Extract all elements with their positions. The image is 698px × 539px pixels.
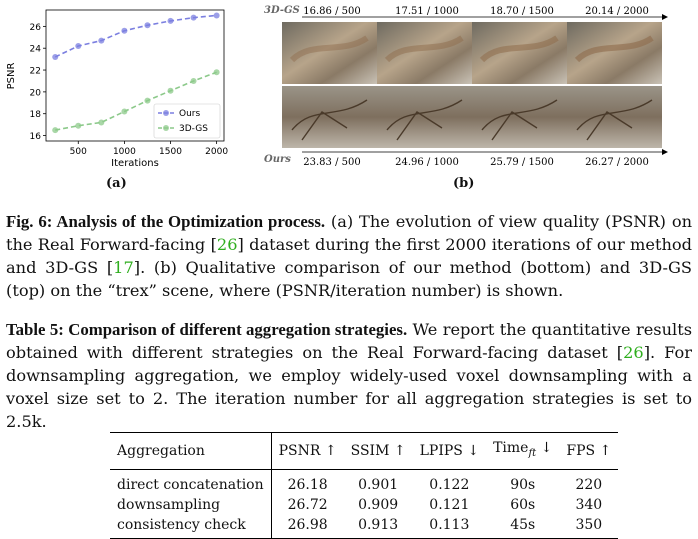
bottom-label-2000: 26.27 / 2000	[585, 157, 649, 168]
y-tick-label: 18	[30, 110, 42, 120]
cell-lpips: 0.121	[429, 496, 470, 513]
data-point-3dgs	[98, 119, 105, 126]
legend-entry-3dgs: 3D-GS	[179, 124, 208, 134]
table-row: direct concatenation 26.18 0.901 0.122 9…	[110, 469, 618, 495]
data-point-3dgs	[213, 69, 220, 76]
citation-ref[interactable]: 26	[623, 343, 644, 362]
data-point-ours	[52, 53, 59, 60]
legend-entry-ours: Ours	[179, 109, 200, 119]
y-axis-label: PSNR	[6, 63, 17, 90]
table-row: downsampling 26.72 0.909 0.121 60s 340	[110, 494, 618, 515]
table-row: consistency check 26.98 0.913 0.113 45s …	[110, 514, 619, 539]
figure-caption-label: Fig. 6: Analysis of the Optimization pro…	[6, 212, 326, 231]
cell-fps: 340	[575, 496, 603, 513]
header-psnr: PSNR ↑	[271, 432, 344, 470]
y-tick-label: 22	[30, 67, 41, 77]
table-caption-label: Table 5: Comparison of different aggrega…	[6, 320, 408, 339]
header-time: Timeft ↓	[486, 432, 560, 470]
cell-aggregation: consistency check	[110, 514, 272, 539]
data-point-3dgs	[190, 77, 197, 84]
aggregation-results-table: Aggregation PSNR ↑ SSIM ↑ LPIPS ↓ Timeft…	[110, 432, 619, 539]
cell-psnr: 26.98	[271, 514, 344, 539]
top-label-2000: 20.14 / 2000	[585, 6, 649, 17]
data-point-ours	[75, 43, 82, 50]
cell-ssim: 0.909	[358, 496, 399, 513]
table-caption-text-2: ]. For downsampling aggregation, we empl…	[6, 343, 692, 431]
data-point-3dgs	[167, 87, 174, 94]
data-point-3dgs	[52, 127, 59, 134]
data-point-ours	[144, 22, 151, 29]
data-point-ours	[213, 12, 220, 19]
top-row-images	[282, 22, 662, 84]
table-caption: Table 5: Comparison of different aggrega…	[6, 318, 692, 433]
bottom-label-1000: 24.96 / 1000	[395, 157, 459, 168]
figure-caption: Fig. 6: Analysis of the Optimization pro…	[6, 210, 692, 302]
x-tick-label: 1500	[159, 147, 182, 157]
cell-time: 60s	[510, 496, 536, 513]
data-point-3dgs	[144, 97, 151, 104]
top-method-label: 3D-GS	[264, 5, 300, 16]
cell-aggregation: downsampling	[110, 494, 272, 515]
cell-ssim: 0.901	[358, 476, 399, 493]
header-ssim: SSIM ↑	[343, 432, 413, 470]
cell-psnr: 26.72	[287, 496, 328, 513]
y-tick-label: 26	[30, 23, 42, 33]
header-fps: FPS ↑	[559, 432, 619, 470]
y-tick-label: 24	[30, 45, 42, 55]
table-caption-text-1: We report the quantitative results obtai…	[6, 320, 693, 362]
y-tick-label: 20	[30, 88, 42, 98]
x-tick-label: 2000	[205, 147, 228, 157]
data-point-ours	[98, 37, 105, 44]
top-label-1000: 17.51 / 1000	[395, 6, 459, 17]
citation-ref[interactable]: 17	[113, 258, 134, 277]
x-axis-label: Iterations	[111, 158, 159, 169]
cell-lpips: 0.113	[412, 514, 487, 539]
cell-lpips: 0.122	[429, 476, 470, 493]
bottom-label-500: 23.83 / 500	[303, 157, 360, 168]
table-header-row: Aggregation PSNR ↑ SSIM ↑ LPIPS ↓ Timeft…	[110, 432, 619, 470]
panel-b-label: (b)	[453, 176, 475, 191]
cell-ssim: 0.913	[343, 514, 413, 539]
bottom-method-label: Ours	[264, 154, 291, 165]
top-image-500	[282, 22, 377, 84]
cell-aggregation: direct concatenation	[110, 469, 272, 495]
header-lpips: LPIPS ↓	[412, 432, 487, 470]
citation-ref[interactable]: 26	[216, 235, 238, 254]
legend-marker-3dgs	[163, 125, 169, 131]
legend-marker-ours	[163, 110, 169, 116]
figure-caption-text-1: (a) The evolution of view quality (PSNR)…	[6, 212, 692, 254]
bottom-label-1500: 25.79 / 1500	[490, 157, 554, 168]
cell-fps: 350	[559, 514, 619, 539]
chart-legend: Ours 3D-GS	[153, 103, 221, 139]
y-tick-label: 16	[30, 132, 42, 142]
x-tick-label: 1000	[113, 147, 136, 157]
cell-time: 90s	[510, 476, 536, 493]
series-line-ours	[54, 14, 217, 58]
cell-psnr: 26.18	[287, 476, 328, 493]
data-point-ours	[121, 27, 128, 34]
panel-a-label: (a)	[106, 176, 127, 191]
bottom-row-images	[282, 86, 662, 148]
figure-caption-text-2: ] dataset during the first 2000 iteratio…	[6, 235, 693, 277]
top-label-500: 16.86 / 500	[303, 6, 360, 17]
cell-time: 45s	[486, 514, 560, 539]
figure-caption-text-3: ]. (b) Qualitative comparison of our met…	[6, 258, 692, 300]
psnr-iterations-chart: 16 18 20 22 24 26 500 1000 1500 2000 PSNR Iterat…	[6, 9, 228, 169]
series-line-3dgs	[55, 71, 217, 131]
data-point-3dgs	[75, 122, 82, 129]
data-point-ours	[190, 14, 197, 21]
qualitative-comparison: 3D-GS 16.86 / 500 17.51 / 1000 18.70 / 1…	[264, 5, 668, 168]
data-point-ours	[167, 17, 174, 24]
x-tick-label: 500	[70, 147, 87, 157]
top-label-1500: 18.70 / 1500	[490, 6, 554, 17]
cell-fps: 220	[575, 476, 603, 493]
header-aggregation: Aggregation	[110, 432, 272, 470]
data-point-3dgs	[121, 108, 128, 115]
